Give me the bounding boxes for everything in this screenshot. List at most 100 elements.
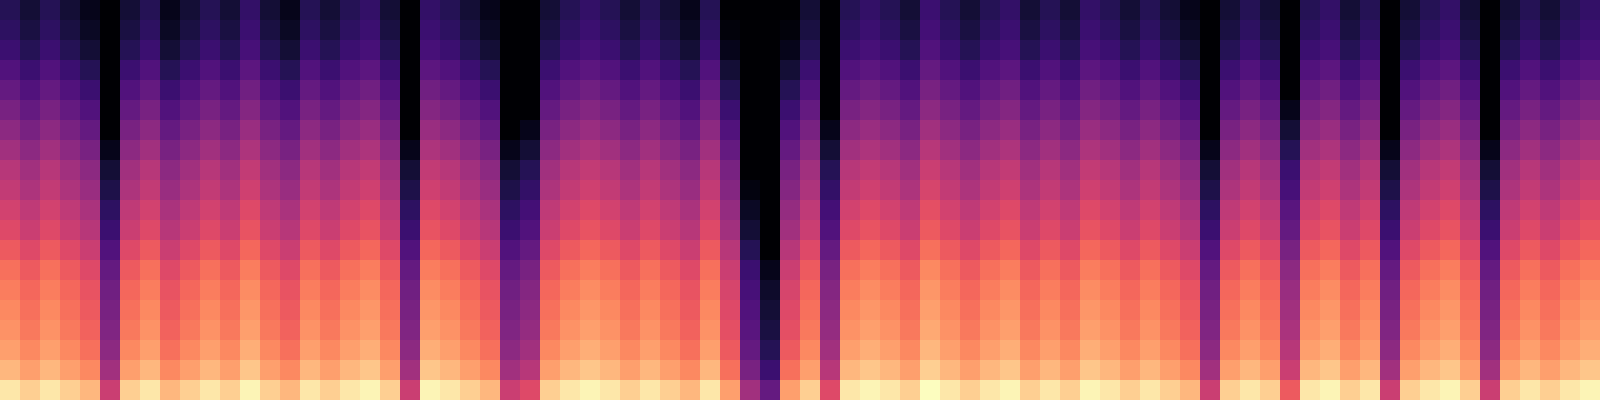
heatmap-cell [980, 40, 1000, 60]
heatmap-cell [1280, 180, 1300, 200]
heatmap-cell [520, 360, 540, 380]
heatmap-cell [900, 180, 920, 200]
heatmap-cell [80, 320, 100, 340]
heatmap-cell [1440, 0, 1460, 20]
heatmap-cell [260, 220, 280, 240]
heatmap-cell [900, 160, 920, 180]
heatmap-cell [940, 180, 960, 200]
heatmap-cell [880, 220, 900, 240]
heatmap-cell [860, 140, 880, 160]
heatmap-cell [500, 20, 520, 40]
heatmap-cell [1560, 360, 1580, 380]
heatmap-cell [420, 240, 440, 260]
heatmap-cell [200, 60, 220, 80]
heatmap-cell [1240, 260, 1260, 280]
heatmap-cell [20, 100, 40, 120]
heatmap-cell [1160, 320, 1180, 340]
heatmap-cell [640, 280, 660, 300]
heatmap-cell [1380, 360, 1400, 380]
heatmap-cell [1560, 0, 1580, 20]
heatmap-cell [580, 300, 600, 320]
heatmap-cell [1140, 300, 1160, 320]
heatmap-cell [800, 260, 820, 280]
heatmap-cell [1500, 240, 1520, 260]
heatmap-cell [880, 360, 900, 380]
heatmap-cell [360, 240, 380, 260]
heatmap-cell [860, 60, 880, 80]
heatmap-cell [1000, 260, 1020, 280]
heatmap-cell [380, 200, 400, 220]
heatmap-cell [1520, 160, 1540, 180]
heatmap-cell [680, 80, 700, 100]
heatmap-cell [1380, 260, 1400, 280]
heatmap-cell [1360, 340, 1380, 360]
heatmap-cell [200, 20, 220, 40]
heatmap-cell [300, 100, 320, 120]
heatmap-cell [720, 340, 740, 360]
heatmap-cell [1440, 380, 1460, 400]
heatmap-cell [1440, 260, 1460, 280]
heatmap-cell [1420, 80, 1440, 100]
heatmap-cell [1200, 180, 1220, 200]
heatmap-cell [940, 260, 960, 280]
heatmap-cell [220, 360, 240, 380]
heatmap-cell [1480, 320, 1500, 340]
heatmap-cell [60, 180, 80, 200]
heatmap-cell [1120, 80, 1140, 100]
heatmap-cell [560, 180, 580, 200]
heatmap-cell [400, 380, 420, 400]
heatmap-cell [580, 320, 600, 340]
heatmap-cell [460, 80, 480, 100]
heatmap-cell [320, 0, 340, 20]
heatmap-cell [480, 60, 500, 80]
heatmap-cell [1200, 20, 1220, 40]
heatmap-cell [280, 380, 300, 400]
heatmap-cell [900, 100, 920, 120]
heatmap-cell [780, 0, 800, 20]
heatmap-cell [980, 260, 1000, 280]
heatmap-cell [560, 80, 580, 100]
heatmap-cell [580, 220, 600, 240]
heatmap-cell [100, 240, 120, 260]
heatmap-cell [480, 220, 500, 240]
heatmap-cell [1580, 60, 1600, 80]
heatmap-cell [1520, 240, 1540, 260]
heatmap-cell [1420, 120, 1440, 140]
heatmap-cell [280, 80, 300, 100]
heatmap-cell [480, 140, 500, 160]
heatmap-cell [140, 100, 160, 120]
heatmap-cell [720, 20, 740, 40]
heatmap-cell [840, 300, 860, 320]
heatmap-cell [780, 340, 800, 360]
heatmap-cell [1420, 380, 1440, 400]
heatmap-cell [380, 120, 400, 140]
heatmap-cell [0, 320, 20, 340]
heatmap-cell [580, 180, 600, 200]
heatmap-cell [1440, 240, 1460, 260]
heatmap-cell [1520, 40, 1540, 60]
heatmap-cell [680, 360, 700, 380]
heatmap-cell [180, 200, 200, 220]
heatmap-cell [440, 60, 460, 80]
heatmap-cell [20, 40, 40, 60]
heatmap-cell [340, 220, 360, 240]
heatmap-cell [1280, 200, 1300, 220]
heatmap-cell [60, 360, 80, 380]
heatmap-cell [1040, 320, 1060, 340]
heatmap-cell [700, 100, 720, 120]
heatmap-cell [280, 300, 300, 320]
heatmap-cell [1100, 120, 1120, 140]
heatmap-cell [1240, 360, 1260, 380]
heatmap-cell [180, 240, 200, 260]
heatmap-cell [1360, 40, 1380, 60]
heatmap-cell [440, 180, 460, 200]
heatmap-cell [500, 60, 520, 80]
heatmap-cell [1340, 40, 1360, 60]
heatmap-cell [300, 80, 320, 100]
heatmap-cell [620, 220, 640, 240]
heatmap-cell [500, 380, 520, 400]
heatmap-cell [60, 220, 80, 240]
heatmap-cell [420, 60, 440, 80]
heatmap-cell [80, 220, 100, 240]
heatmap-cell [840, 340, 860, 360]
